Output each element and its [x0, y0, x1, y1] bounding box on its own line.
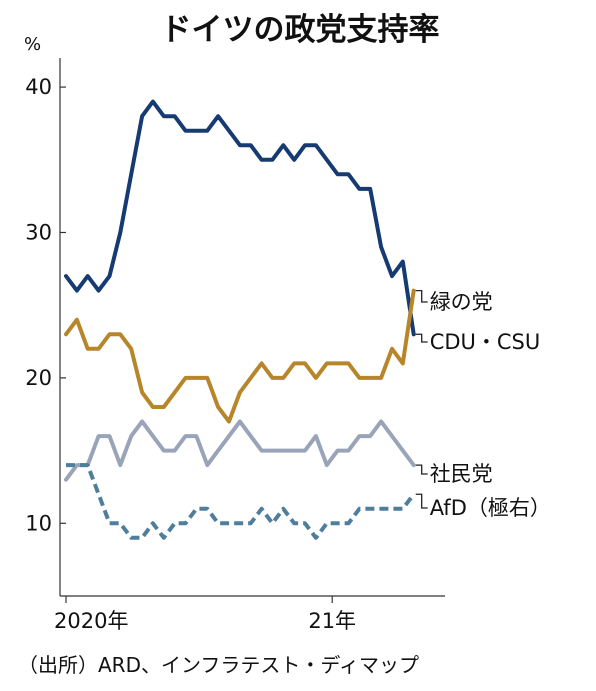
label-leader	[415, 464, 428, 475]
label-leader	[415, 333, 428, 343]
series-line-0	[64, 99, 416, 337]
y-axis-unit: %	[24, 34, 41, 55]
series-label-3: AfD（極右）	[430, 496, 551, 520]
source-note: （出所）ARD、インフラテスト・ディマップ	[18, 653, 419, 677]
label-leader	[415, 493, 428, 509]
chart-title: ドイツの政党支持率	[161, 12, 440, 48]
x-tick-label: 21年	[308, 609, 356, 633]
series-label-0: CDU・CSU	[430, 330, 541, 354]
y-axis-ticks: 10 20 30 40	[25, 75, 66, 535]
label-leader	[415, 289, 428, 303]
y-tick-label: 30	[25, 220, 52, 244]
x-axis-ticks: 2020年 21年	[54, 596, 356, 633]
y-tick-label: 10	[25, 511, 52, 535]
series-label-2: 社民党	[430, 462, 493, 486]
series-line-2	[64, 419, 416, 482]
x-tick-label: 2020年	[54, 609, 128, 633]
series-label-1: 緑の党	[430, 290, 493, 314]
series-line-3	[66, 463, 416, 540]
y-tick-label: 20	[25, 366, 52, 390]
series-line-1	[64, 288, 416, 424]
y-tick-label: 40	[25, 75, 52, 99]
plot-area	[64, 99, 416, 540]
